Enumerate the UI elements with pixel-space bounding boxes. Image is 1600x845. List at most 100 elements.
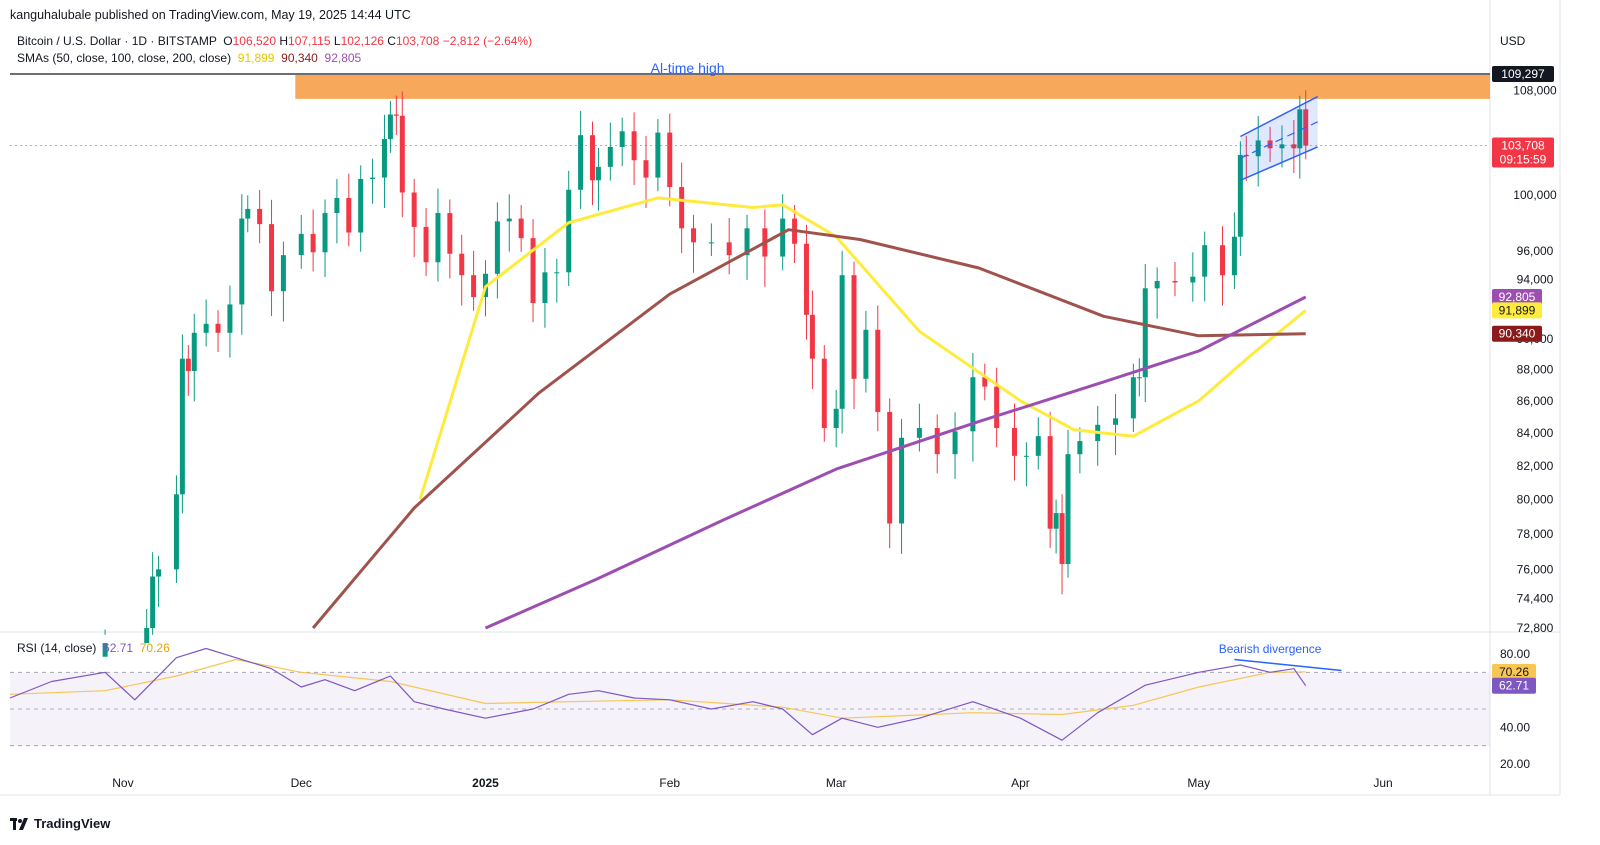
time-tick-label: Jun (1373, 776, 1392, 790)
candle-body (994, 386, 1000, 429)
candle-body (471, 275, 477, 298)
candle-body (1231, 236, 1237, 276)
candle (370, 158, 376, 204)
sma-layer (311, 196, 1307, 630)
rsi-ma-tag-label: 70.26 (1499, 665, 1529, 679)
candle-body (1047, 436, 1053, 529)
candle (245, 195, 251, 233)
candle-body (494, 221, 500, 274)
candle (423, 207, 429, 276)
candle-body (821, 358, 827, 429)
candle-body (1291, 144, 1297, 149)
candle-body (1130, 377, 1136, 419)
candle (875, 305, 881, 432)
rsi-label: RSI (14, close) (17, 641, 97, 655)
channel-mid (1240, 121, 1318, 159)
channel-fill (1240, 96, 1318, 181)
candle-body (1023, 455, 1029, 457)
candle-body (399, 115, 405, 193)
candle (863, 310, 869, 393)
price-tick-label: 88,000 (1517, 362, 1554, 376)
ohlc-high: 107,115 (288, 34, 331, 48)
candle (459, 234, 465, 306)
time-tick-label: May (1187, 776, 1210, 790)
candle (298, 214, 304, 269)
publisher-line: kanguhalubale published on TradingView.c… (10, 8, 411, 22)
candle-body (916, 428, 922, 438)
candle-body (1059, 513, 1065, 564)
candle-body (803, 243, 809, 315)
candle-body (518, 218, 524, 239)
candle-body (310, 233, 316, 253)
price-tick-label: 96,000 (1517, 244, 1554, 258)
rsi-legend[interactable]: RSI (14, close) 62.71 70.26 (17, 641, 170, 655)
candle-body (631, 131, 637, 161)
rsi-line (9, 647, 1307, 741)
candle-body (809, 314, 815, 359)
grid (0, 0, 1561, 796)
rsi-layer: Bearish divergence (9, 642, 1490, 747)
candle (821, 345, 827, 442)
ath-zone (295, 75, 1490, 99)
rsi-tick-label: 40.00 (1500, 720, 1530, 734)
currency-label[interactable]: USD (1500, 34, 1526, 48)
brand-name: TradingView (34, 816, 111, 831)
candle-body (203, 323, 209, 333)
candle (1291, 120, 1297, 174)
candle (1065, 429, 1071, 578)
sma-legend[interactable]: SMAs (50, close, 100, close, 200, close)… (17, 51, 361, 65)
candle (1113, 394, 1119, 456)
candle-body (833, 408, 839, 429)
candle (589, 121, 595, 206)
candle (150, 552, 156, 635)
price-tick-label: 78,000 (1517, 527, 1554, 541)
candle (257, 189, 263, 244)
candle (530, 219, 536, 323)
candle-body (447, 213, 453, 254)
candle-body (215, 323, 221, 333)
rsi-tag (1492, 677, 1536, 694)
price-tick-label: 94,000 (1517, 273, 1554, 287)
tradingview-brand[interactable]: TradingView (10, 816, 110, 831)
rsi-tick-label: 20.00 (1500, 757, 1530, 771)
candle (691, 214, 697, 273)
candle (1220, 226, 1226, 306)
candle (982, 363, 988, 401)
candle (1172, 262, 1178, 297)
candle (215, 310, 221, 353)
candle (1190, 252, 1196, 302)
candle (381, 114, 387, 208)
candle (203, 299, 209, 347)
candle (310, 209, 316, 272)
ath-label: Al-time high (651, 60, 725, 76)
candle (619, 117, 625, 167)
price-tick-label: 108,000 (1513, 83, 1557, 97)
candle (1047, 411, 1053, 548)
candle (447, 199, 453, 279)
candle-body (643, 160, 649, 178)
candle-body (346, 197, 352, 233)
candle (1154, 267, 1160, 319)
price-tick-label: 86,000 (1517, 394, 1554, 408)
candle (851, 261, 857, 410)
candle (970, 352, 976, 462)
sma100-value: 90,340 (281, 51, 318, 65)
candle (334, 178, 340, 244)
candle (667, 113, 673, 207)
candle (1202, 231, 1208, 302)
candle-body (239, 218, 245, 305)
time-tick-label: Feb (659, 776, 680, 790)
candle (191, 313, 197, 402)
candle-body (1202, 245, 1208, 277)
candle (1237, 141, 1243, 256)
sma-label: SMAs (50, close, 100, close, 200, close) (17, 51, 232, 65)
symbol-legend[interactable]: Bitcoin / U.S. Dollar · 1D · BITSTAMP O1… (17, 34, 532, 48)
candle (239, 194, 245, 335)
rsi-ma-value: 70.26 (139, 641, 170, 655)
candle-body (1297, 109, 1303, 149)
symbol-name: Bitcoin / U.S. Dollar · 1D · BITSTAMP (17, 34, 217, 48)
candle (934, 414, 940, 474)
candle (185, 345, 191, 396)
candle (280, 241, 286, 322)
